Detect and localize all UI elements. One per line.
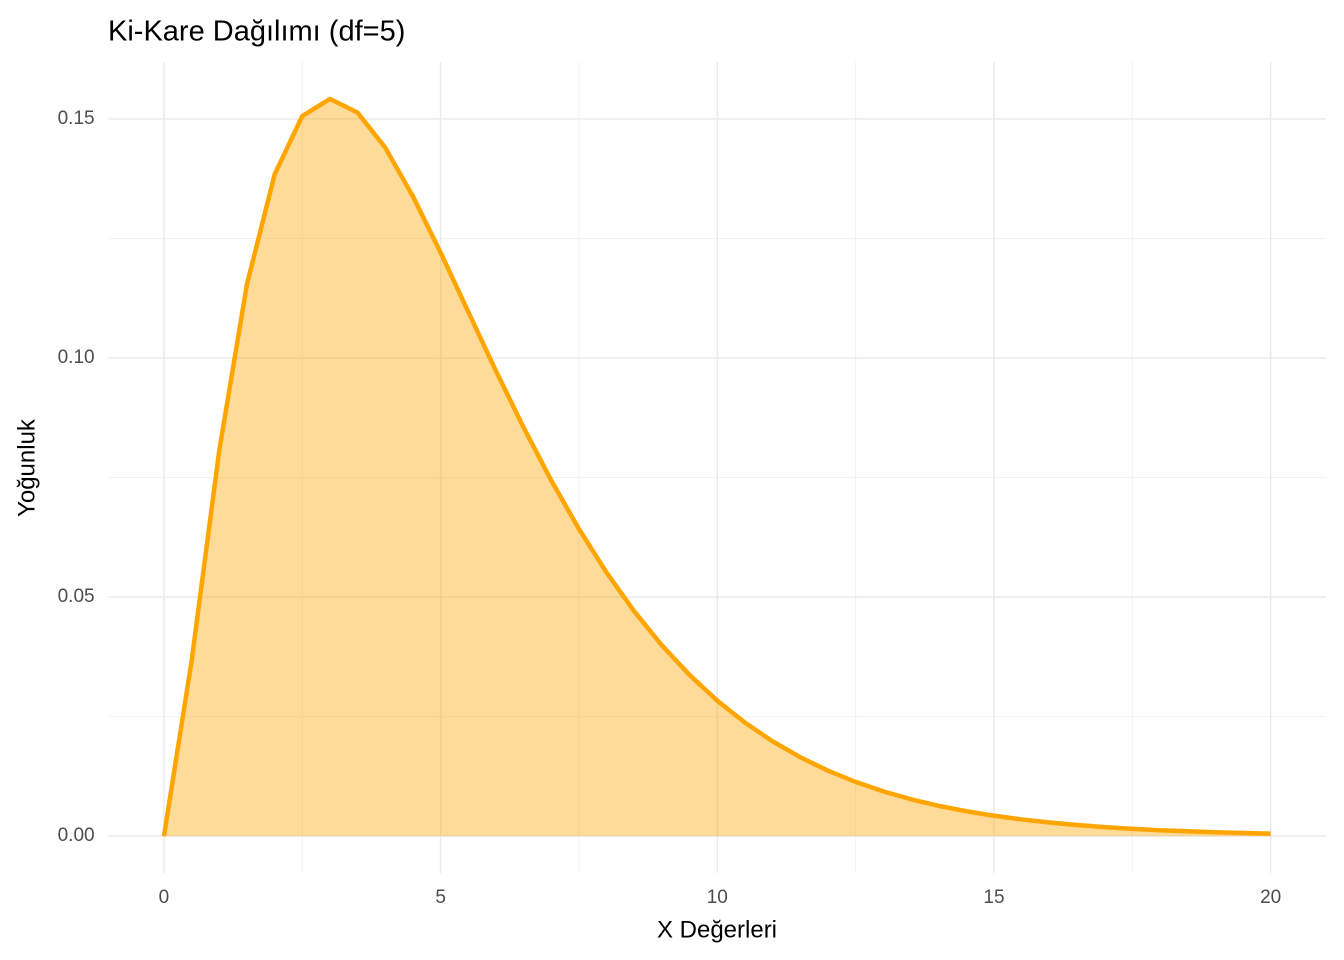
chart-title: Ki-Kare Dağılımı (df=5)	[108, 16, 405, 48]
y-tick-label: 0.05	[58, 586, 95, 607]
y-tick-label: 0.15	[58, 108, 95, 129]
x-axis-label: X Değerleri	[657, 916, 777, 943]
y-tick-label: 0.00	[58, 825, 95, 846]
y-tick-label: 0.10	[58, 347, 95, 368]
y-axis-label: Yoğunluk	[13, 418, 40, 517]
x-tick-label: 10	[707, 887, 728, 908]
x-tick-label: 15	[983, 887, 1004, 908]
x-tick-label: 20	[1260, 887, 1281, 908]
x-tick-label: 5	[435, 887, 446, 908]
area	[163, 98, 1271, 837]
x-tick-label: 0	[159, 887, 170, 908]
line	[161, 96, 1271, 837]
